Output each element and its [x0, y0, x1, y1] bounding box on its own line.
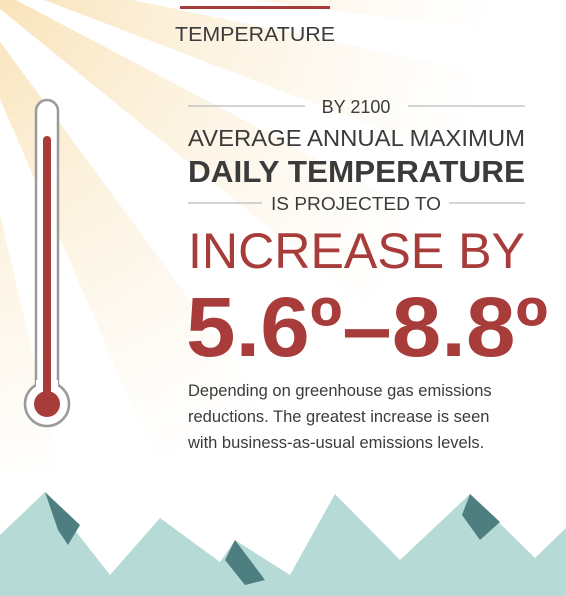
header-title: TEMPERATURE — [175, 24, 335, 46]
body-line: reductions. The greatest increase is see… — [188, 408, 489, 426]
headline-line: AVERAGE ANNUAL MAXIMUM — [188, 125, 525, 151]
kicker: BY 2100 — [322, 97, 391, 117]
thermometer — [23, 98, 71, 428]
headline-line: INCREASE BY — [188, 223, 525, 279]
body-line: Depending on greenhouse gas emissions — [188, 382, 492, 400]
mountains — [0, 492, 566, 596]
headline-line: DAILY TEMPERATURE — [188, 154, 525, 189]
body-text: Depending on greenhouse gas emissions red… — [187, 382, 492, 452]
header-rule — [180, 6, 330, 9]
headline-line: IS PROJECTED TO — [271, 194, 441, 214]
temperature-range: 5.6º–8.8º — [186, 280, 548, 374]
body-line: with business-as-usual emissions levels. — [187, 434, 484, 452]
